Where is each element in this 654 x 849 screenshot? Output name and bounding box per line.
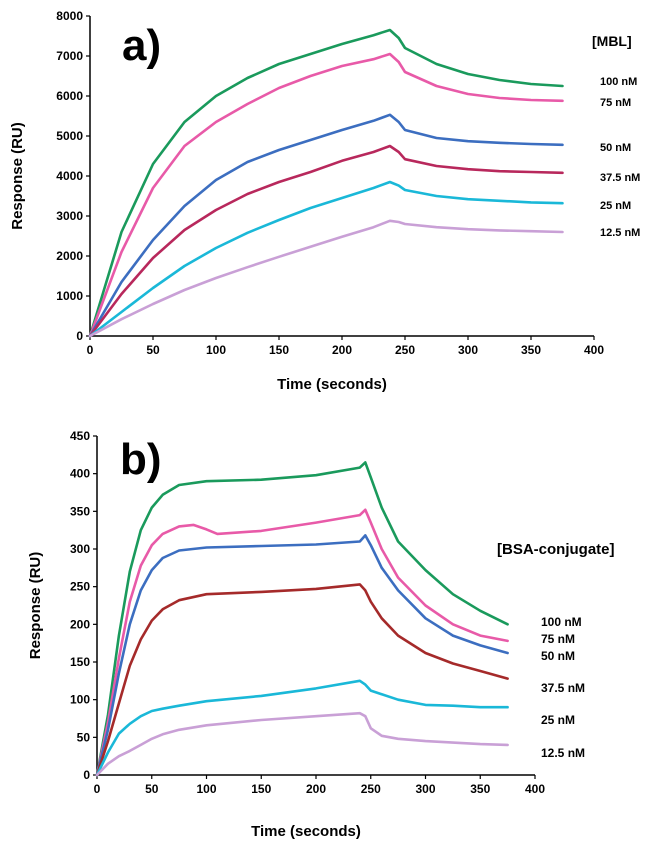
y-tick-label: 250 <box>70 580 90 594</box>
series-line-75-nm <box>95 508 509 777</box>
series-label-25-nm: 25 nM <box>541 713 575 727</box>
y-tick-label: 450 <box>70 429 90 443</box>
y-tick-label: 3000 <box>56 209 83 223</box>
y-tick-label: 7000 <box>56 49 83 63</box>
series-label-50-nm: 50 nM <box>600 142 631 154</box>
y-tick-label: 300 <box>70 542 90 556</box>
series-label-50-nm: 50 nM <box>541 649 575 663</box>
y-axis-title: Response (RU) <box>27 552 44 660</box>
x-tick-label: 400 <box>525 782 545 796</box>
x-tick-label: 300 <box>458 343 478 357</box>
legend-title: [MBL] <box>592 33 632 49</box>
y-tick-label: 50 <box>77 730 91 744</box>
series-label-12-5-nm: 12.5 nM <box>541 746 585 760</box>
y-tick-label: 0 <box>76 329 83 343</box>
x-tick-label: 250 <box>361 782 381 796</box>
series-label-37-5-nm: 37.5 nM <box>600 172 640 184</box>
series-line-100-nm <box>88 28 564 338</box>
x-tick-label: 400 <box>584 343 604 357</box>
series-label-25-nm: 25 nM <box>600 200 631 212</box>
chart-panel-b: 0 50 100 150 200 250 300 350 400 0 50 100 150 200 250 3… <box>0 412 654 844</box>
x-tick-label: 150 <box>251 782 271 796</box>
series-line-12-5-nm <box>88 219 564 338</box>
y-tick-label: 200 <box>70 617 90 631</box>
panel-label-b: b) <box>120 435 162 484</box>
y-tick-label: 400 <box>70 467 90 481</box>
y-tick-label: 2000 <box>56 249 83 263</box>
x-tick-label: 50 <box>146 343 160 357</box>
x-axis-title: Time (seconds) <box>277 376 387 393</box>
legend-title: [BSA-conjugate] <box>497 541 615 558</box>
y-tick-label: 0 <box>83 768 90 782</box>
y-tick-label: 350 <box>70 504 90 518</box>
y-tick-label: 6000 <box>56 89 83 103</box>
x-tick-label: 350 <box>521 343 541 357</box>
x-axis-title: Time (seconds) <box>251 823 361 840</box>
x-tick-label: 100 <box>206 343 226 357</box>
y-tick-label: 4000 <box>56 169 83 183</box>
series-line-12-5-nm <box>95 711 509 777</box>
series-line-25-nm <box>88 180 564 338</box>
y-axis-title: Response (RU) <box>9 122 26 230</box>
series-line-100-nm <box>95 461 509 777</box>
x-tick-label: 250 <box>395 343 415 357</box>
x-tick-label: 200 <box>306 782 326 796</box>
x-tick-label: 0 <box>94 782 101 796</box>
series-line-50-nm <box>88 113 564 338</box>
x-tick-label: 100 <box>196 782 216 796</box>
series-label-37-5-nm: 37.5 nM <box>541 681 585 695</box>
y-tick-label: 100 <box>70 693 90 707</box>
series-label-100-nm: 100 nM <box>541 615 582 629</box>
series-label-75-nm: 75 nM <box>600 97 631 109</box>
chart-a-svg: 0 50 100 150 200 250 300 350 4000100020003000400… <box>9 9 640 393</box>
x-tick-label: 150 <box>269 343 289 357</box>
series-label-100-nm: 100 nM <box>600 76 637 88</box>
x-tick-label: 350 <box>470 782 490 796</box>
x-tick-label: 50 <box>145 782 159 796</box>
chart-panel-a: 0 50 100 150 200 250 300 350 400 0 1000 2000 3000 400… <box>0 0 654 412</box>
y-tick-label: 1000 <box>56 289 83 303</box>
series-label-75-nm: 75 nM <box>541 632 575 646</box>
series-label-12-5-nm: 12.5 nM <box>600 227 640 239</box>
series-line-37-5-nm <box>88 144 564 338</box>
series-line-37-5-nm <box>95 583 509 777</box>
y-tick-label: 8000 <box>56 9 83 23</box>
x-tick-label: 200 <box>332 343 352 357</box>
x-tick-label: 0 <box>87 343 94 357</box>
x-tick-label: 300 <box>415 782 435 796</box>
y-tick-label: 150 <box>70 655 90 669</box>
series-line-25-nm <box>95 679 509 777</box>
y-tick-label: 5000 <box>56 129 83 143</box>
series-line-75-nm <box>88 52 564 338</box>
panel-label-a: a) <box>122 21 161 70</box>
chart-b-svg: 0 50 100 150 200 250 300 350 400 0 50 100 150 200 250 3… <box>27 429 615 840</box>
series-line-50-nm <box>95 534 509 777</box>
